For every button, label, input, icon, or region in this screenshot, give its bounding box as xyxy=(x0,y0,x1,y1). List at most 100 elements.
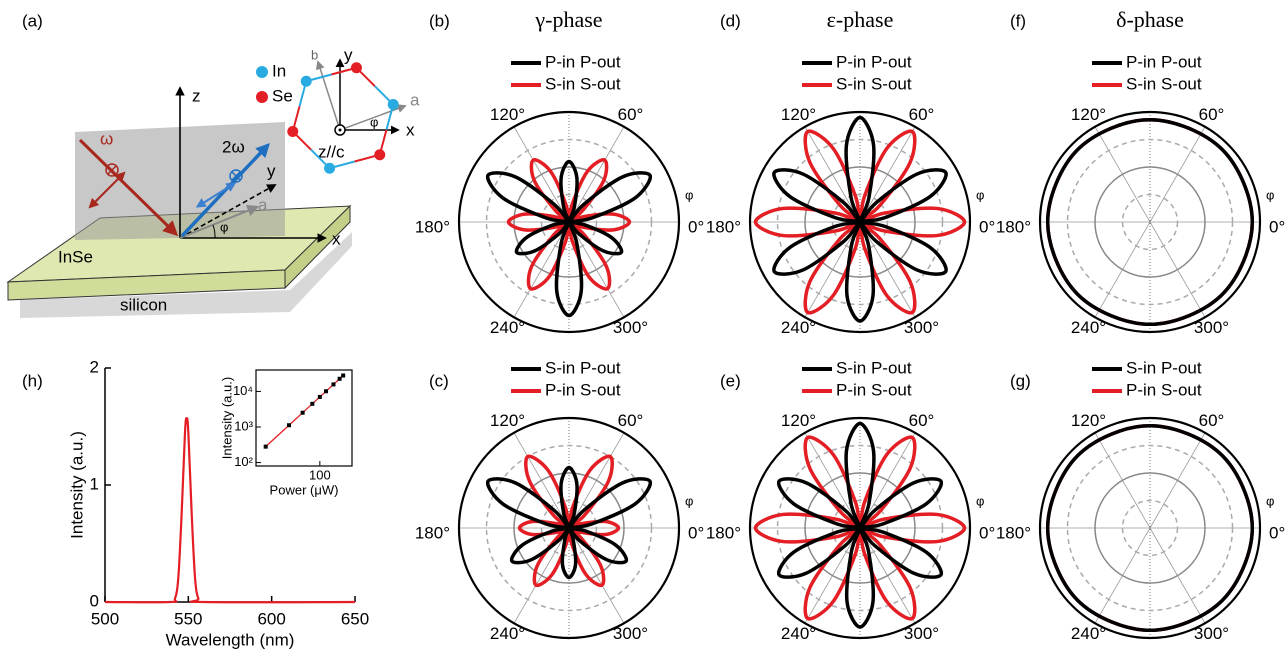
y-axis-label: Intensity (a.u.) xyxy=(67,431,86,539)
angle-tick-label: 0° xyxy=(1269,217,1285,236)
crystal-label: b xyxy=(311,47,318,62)
angle-tick-label: 60° xyxy=(618,105,644,124)
chart-title: γ-phase xyxy=(534,7,602,32)
legend-label: In xyxy=(272,61,286,80)
data-point xyxy=(287,423,291,427)
legend-label: P-in S-out xyxy=(1126,380,1202,399)
x-axis-label: Power (μW) xyxy=(270,482,339,497)
c-axis-dot xyxy=(339,129,342,132)
x-tick-label: 100 xyxy=(309,467,331,482)
angle-tick-label: 0° xyxy=(688,217,704,236)
legend-label: S-in P-out xyxy=(545,358,621,377)
legend-label: P-in S-out xyxy=(836,380,912,399)
y-axis-label: Intensity (a.u.) xyxy=(219,377,234,459)
angle-tick-label: 120° xyxy=(781,105,816,124)
angle-tick-label: 120° xyxy=(490,105,525,124)
angle-tick-label: 60° xyxy=(909,411,935,430)
axis-label: a xyxy=(258,195,268,214)
chart-title: δ-phase xyxy=(1116,7,1184,32)
axis-label: y xyxy=(267,161,276,180)
data-point xyxy=(338,377,342,381)
angle-tick-label: 180° xyxy=(996,523,1031,542)
atom xyxy=(388,99,399,110)
angle-tick-label: 180° xyxy=(415,217,450,236)
x-axis-label: Wavelength (nm) xyxy=(166,630,295,649)
legend-marker xyxy=(256,66,268,78)
angle-axis-label: φ xyxy=(685,187,693,202)
inset-chart: 10010²10³10⁴Power (μW)Intensity (a.u.) xyxy=(219,370,352,497)
legend-label: P-in P-out xyxy=(1126,52,1202,71)
legend-marker xyxy=(256,91,268,103)
angle-tick-label: 60° xyxy=(909,105,935,124)
data-point xyxy=(341,374,345,378)
data-point xyxy=(324,389,328,393)
legend-label: P-in P-out xyxy=(545,52,621,71)
substrate-label: silicon xyxy=(120,295,167,314)
angle-tick-label: 180° xyxy=(706,217,741,236)
material-label: InSe xyxy=(58,247,93,266)
data-point xyxy=(264,445,268,449)
data-point xyxy=(318,395,322,399)
polar-chart: (b)γ-phase0°60°120°180°240°300°φP-in P-o… xyxy=(415,7,704,337)
angle-tick-label: 180° xyxy=(415,523,450,542)
x-tick-label: 550 xyxy=(174,609,202,628)
angle-axis-label: φ xyxy=(1266,187,1274,202)
atom xyxy=(287,126,298,137)
angle-tick-label: 60° xyxy=(1199,411,1225,430)
y-tick-label: 2 xyxy=(90,357,99,376)
legend-label: S-in P-out xyxy=(1126,358,1202,377)
legend-label: Se xyxy=(272,86,293,105)
angle-tick-label: 0° xyxy=(1269,523,1285,542)
panel-label: (d) xyxy=(720,11,741,30)
x-tick-label: 600 xyxy=(257,609,285,628)
figure: (a) z y x a φ ω 2ω InSe silicon In Se b … xyxy=(0,0,1288,652)
polar-chart: (g)0°60°120°180°240°300°φS-in P-outP-in … xyxy=(996,358,1285,643)
atom xyxy=(351,62,362,73)
y-tick-label: 10² xyxy=(234,454,253,469)
legend-label: S-in S-out xyxy=(836,74,912,93)
data-point xyxy=(310,402,314,406)
angle-tick-label: 60° xyxy=(1199,105,1225,124)
panel-label: (f) xyxy=(1010,11,1026,30)
polar-chart: (e)0°60°120°180°240°300°φS-in P-outP-in … xyxy=(706,358,995,643)
angle-tick-label: 0° xyxy=(979,523,995,542)
axis-label: z xyxy=(192,86,201,105)
panel-label: (a) xyxy=(22,11,43,30)
atom xyxy=(324,163,335,174)
panel-label: (g) xyxy=(1010,371,1031,390)
angle-tick-label: 180° xyxy=(996,217,1031,236)
y-tick-label: 0 xyxy=(90,591,99,610)
atom xyxy=(301,76,312,87)
schematic: (a) z y x a φ ω 2ω InSe silicon In Se b … xyxy=(8,11,420,318)
angle-tick-label: 0° xyxy=(979,217,995,236)
panel-label: (h) xyxy=(22,371,43,390)
crystal: b y x a φ z//c xyxy=(287,45,420,173)
angle-axis-label: φ xyxy=(1266,493,1274,508)
panel-label: (c) xyxy=(429,371,449,390)
crystal-label: φ xyxy=(370,114,378,129)
x-tick-label: 650 xyxy=(341,609,369,628)
data-point xyxy=(331,382,335,386)
atom xyxy=(374,149,385,160)
chart-title: ε-phase xyxy=(827,7,894,32)
polar-chart: (c)0°60°120°180°240°300°φS-in P-outP-in … xyxy=(415,358,704,643)
legend-label: S-in S-out xyxy=(1126,74,1202,93)
legend-label: S-in S-out xyxy=(545,74,621,93)
angle-tick-label: 120° xyxy=(781,411,816,430)
crystal-label: a xyxy=(410,90,420,109)
crystal-label: y xyxy=(344,45,353,64)
angle-tick-label: 120° xyxy=(1071,411,1106,430)
angle-tick-label: 60° xyxy=(618,411,644,430)
inset-frame xyxy=(256,370,352,466)
crystal-label: x xyxy=(406,120,415,139)
angle-tick-label: 180° xyxy=(706,523,741,542)
y-tick-label: 10³ xyxy=(234,418,253,433)
legend-label: P-in P-out xyxy=(836,52,912,71)
angle-axis-label: φ xyxy=(685,493,693,508)
beam-label: 2ω xyxy=(222,137,245,156)
axis-label: x xyxy=(332,229,341,248)
legend-label: S-in P-out xyxy=(836,358,912,377)
y-tick-label: 1 xyxy=(90,474,99,493)
